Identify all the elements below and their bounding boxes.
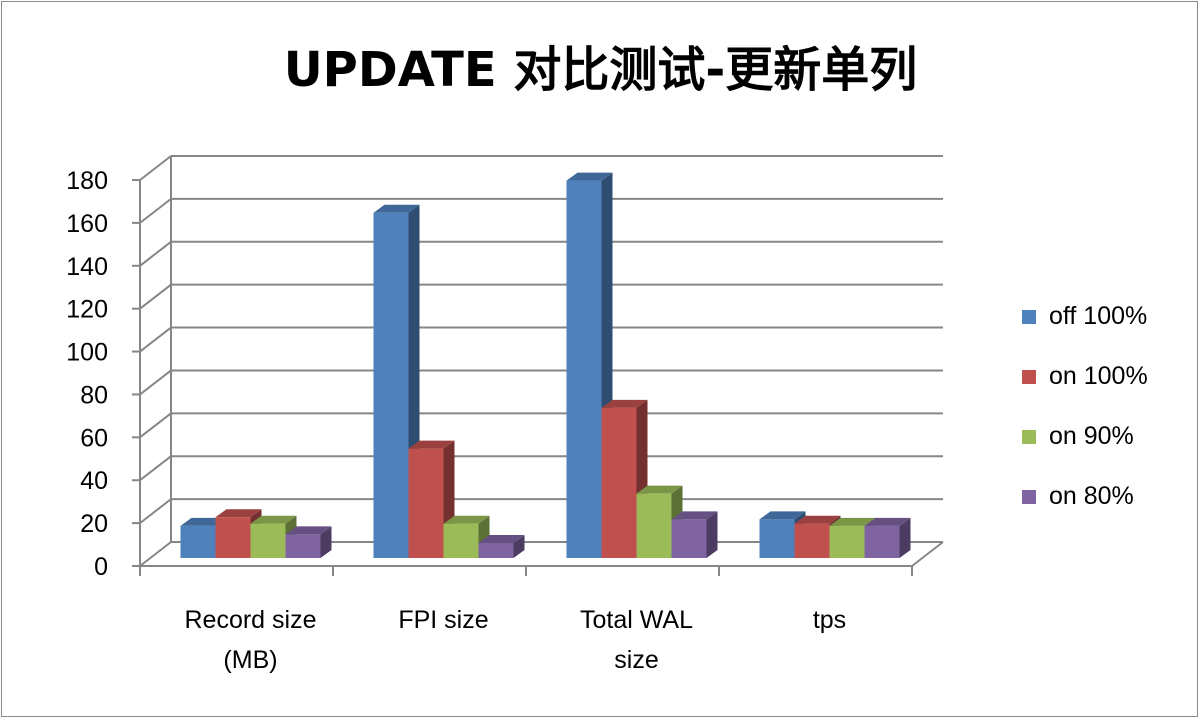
bar-side [706,511,718,558]
grid-diagonal [139,412,172,439]
bar [373,212,409,558]
y-tick-label: 60 [80,424,108,452]
y-tick-label: 20 [80,510,108,538]
bar-top [794,515,841,524]
bar-top [601,399,648,408]
bar [671,519,707,558]
legend-swatch [1022,430,1036,444]
bar-top [671,511,718,520]
grid-diagonal [139,155,172,181]
legend-label: off 100% [1049,302,1148,330]
grid-diagonal [139,326,172,353]
bar [408,448,444,558]
bar-top [408,440,455,449]
bar [443,523,479,558]
bar-top [250,515,297,524]
bar-top [864,517,911,526]
x-tick-label: Total WAL size [580,606,693,674]
bar [829,525,865,558]
bar-top [373,204,420,213]
x-tick-label: tps [813,606,846,634]
bar [636,493,672,558]
bar-top [566,172,613,181]
legend-label: on 100% [1049,362,1148,390]
chart-title: UPDATE 对比测试-更新单列 [283,42,918,98]
legend-label: on 80% [1049,482,1134,510]
grid-diagonal [139,198,172,224]
x-tick-label: FPI size [398,606,488,634]
bar-top [285,526,332,535]
bar [566,180,602,559]
y-tick-label: 100 [66,339,108,367]
grid-diagonal [139,369,172,396]
bar-side [513,534,525,558]
bar-side [320,526,332,558]
y-tick-label: 160 [66,210,108,238]
grid-diagonal [139,541,172,567]
grid-diagonal [139,498,172,524]
y-tick-label: 80 [80,381,108,409]
bar-top [829,517,876,526]
bar-side [899,517,911,558]
bar-top [215,509,262,518]
floor-edge [911,541,944,567]
bar [864,525,900,558]
bar [215,517,251,558]
bar [285,534,321,558]
legend-swatch [1022,370,1036,384]
bar [794,523,830,558]
bar-top [443,515,490,524]
grid-diagonal [139,455,172,482]
bar [601,407,637,558]
x-tick-label: Record size (MB) [185,606,317,674]
bar-top [478,534,525,543]
grid-diagonal [139,283,172,310]
bar [250,523,286,558]
bar [478,542,514,558]
y-tick-label: 120 [66,296,108,324]
legend-swatch [1022,310,1036,324]
legend-label: on 90% [1049,422,1134,450]
y-tick-label: 140 [66,253,108,281]
y-tick-label: 0 [94,553,108,581]
bar-top [180,517,227,526]
bar-top [636,485,683,494]
y-tick-label: 180 [66,167,108,195]
legend-swatch [1022,490,1036,504]
bar-top [759,511,806,520]
y-tick-label: 40 [80,467,108,495]
grid-diagonal [139,240,172,267]
bar [759,519,795,558]
bar [180,525,216,558]
